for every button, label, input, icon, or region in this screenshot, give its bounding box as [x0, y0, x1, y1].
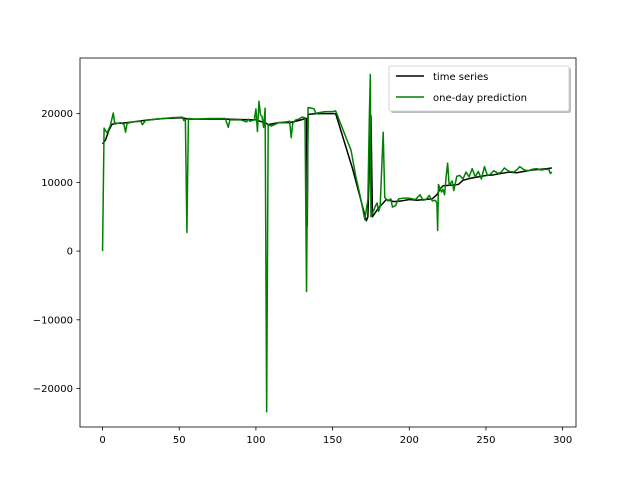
x-tick-label: 100 — [246, 435, 265, 446]
legend-label-one-day-prediction: one-day prediction — [433, 93, 527, 104]
legend-label-time-series: time series — [433, 72, 488, 83]
x-tick-label: 200 — [400, 435, 419, 446]
y-tick-label: 20000 — [41, 109, 73, 120]
x-tick-label: 0 — [99, 435, 105, 446]
x-tick-label: 300 — [553, 435, 572, 446]
series-layer — [101, 73, 553, 413]
y-tick-label: 0 — [67, 247, 73, 258]
x-tick-label: 50 — [173, 435, 186, 446]
plot-frame — [79, 57, 577, 428]
x-axis: 0 50 100 150 200 250 300 — [99, 427, 572, 446]
series-line-one-day-prediction — [101, 73, 553, 413]
series-line-time-series — [101, 112, 553, 227]
y-tick-label: −10000 — [33, 315, 73, 326]
legend: time series one-day prediction — [388, 65, 571, 113]
x-tick-label: 250 — [476, 435, 495, 446]
x-tick-label: 150 — [323, 435, 342, 446]
legend-box — [388, 65, 570, 112]
y-tick-label: −20000 — [33, 384, 73, 395]
plot-area — [80, 58, 576, 427]
y-axis: −20000 −10000 0 10000 20000 — [33, 109, 80, 395]
y-tick-label: 10000 — [41, 178, 73, 189]
